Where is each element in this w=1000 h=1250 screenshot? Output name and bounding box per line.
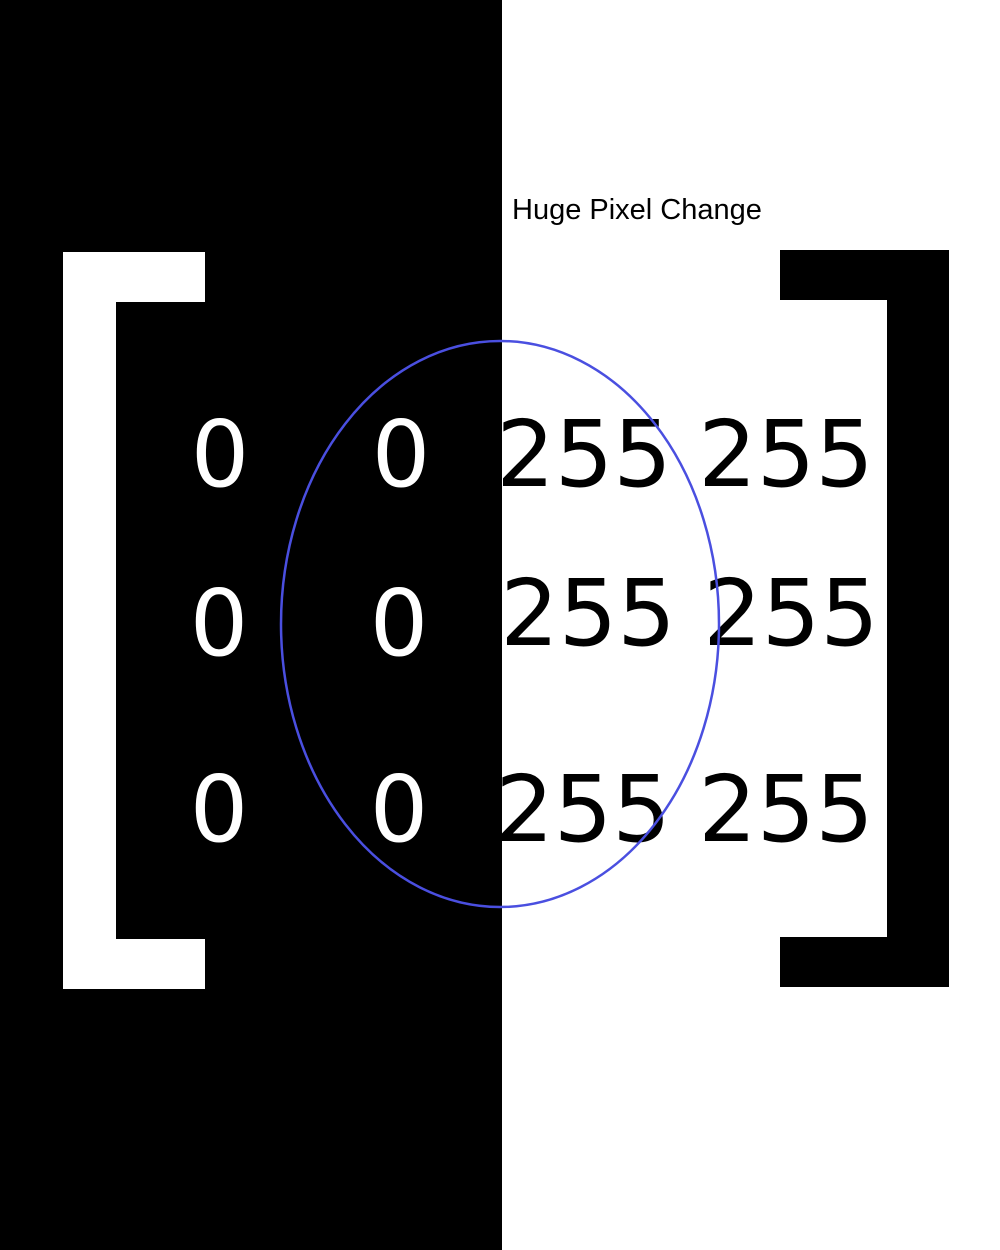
left-bracket (63, 252, 205, 989)
matrix-cell-r1c2: 0 (371, 401, 431, 508)
matrix-cell-r3c4: 255 (698, 756, 874, 863)
matrix-cell-r2c3: 255 (500, 560, 676, 667)
matrix-cell-r3c1: 0 (189, 756, 249, 863)
matrix-cell-r3c3: 255 (495, 756, 671, 863)
matrix-cell-r3c2: 0 (369, 756, 429, 863)
matrix-cell-r2c4: 255 (703, 560, 879, 667)
matrix-cell-r2c2: 0 (369, 570, 429, 677)
caption: Huge Pixel Change (512, 194, 762, 226)
matrix-cell-r2c1: 0 (189, 570, 249, 677)
matrix-cell-r1c4: 255 (698, 401, 874, 508)
matrix-cell-r1c3: 255 (496, 401, 672, 508)
right-bracket (780, 250, 949, 987)
matrix-cell-r1c1: 0 (190, 401, 250, 508)
